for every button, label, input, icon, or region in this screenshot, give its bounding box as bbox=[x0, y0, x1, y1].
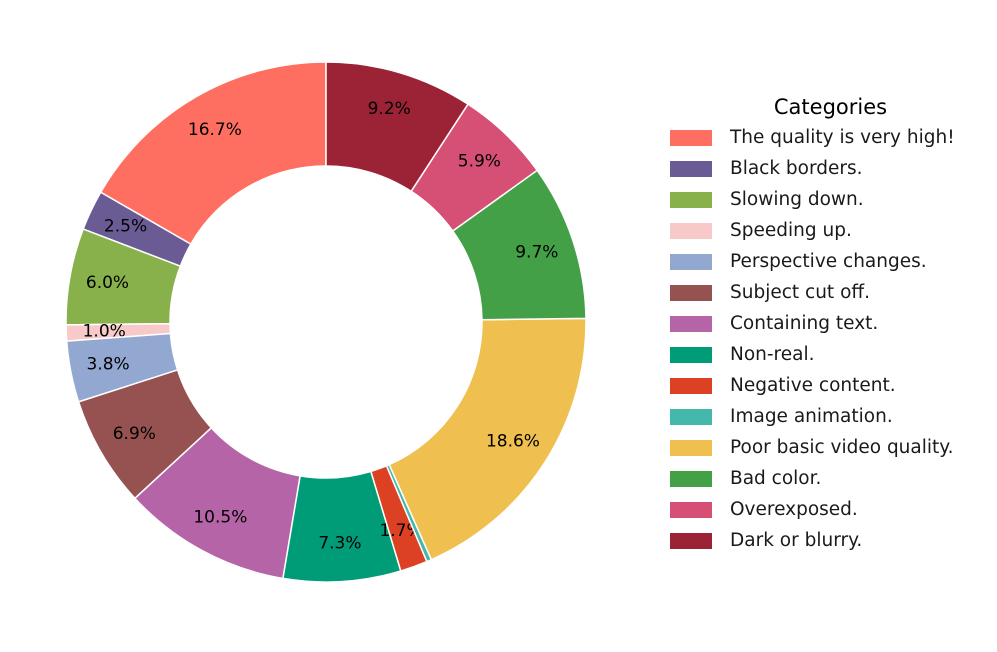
legend-item-6: Containing text. bbox=[668, 308, 993, 339]
legend-item-11: Bad color. bbox=[668, 463, 993, 494]
legend-list: The quality is very high! Black borders. S… bbox=[668, 122, 993, 556]
legend-item-1: Black borders. bbox=[668, 153, 993, 184]
legend-item-0: The quality is very high! bbox=[668, 122, 993, 153]
legend-item-9: Image animation. bbox=[668, 401, 993, 432]
legend-label-13: Dark or blurry. bbox=[730, 530, 863, 551]
legend-swatch-1 bbox=[670, 160, 712, 177]
legend-swatch-0 bbox=[670, 129, 712, 146]
legend-label-12: Overexposed. bbox=[730, 499, 858, 520]
slice-13 bbox=[325, 61, 469, 193]
legend-title: Categories bbox=[668, 92, 993, 122]
legend-swatch-12 bbox=[670, 501, 712, 518]
legend-swatch-11 bbox=[670, 470, 712, 487]
legend: Categories The quality is very high! Blac… bbox=[668, 92, 993, 556]
legend-swatch-7 bbox=[670, 346, 712, 363]
legend-label-8: Negative content. bbox=[730, 375, 896, 396]
legend-swatch-6 bbox=[670, 315, 712, 332]
legend-swatch-10 bbox=[670, 439, 712, 456]
legend-item-12: Overexposed. bbox=[668, 494, 993, 525]
legend-label-3: Speeding up. bbox=[730, 220, 852, 241]
legend-label-0: The quality is very high! bbox=[730, 127, 955, 148]
legend-item-3: Speeding up. bbox=[668, 215, 993, 246]
legend-item-4: Perspective changes. bbox=[668, 246, 993, 277]
slice-label-4: 3.8% bbox=[87, 355, 130, 375]
legend-item-7: Non-real. bbox=[668, 339, 993, 370]
legend-label-6: Containing text. bbox=[730, 313, 879, 334]
slice-label-10: 18.6% bbox=[486, 432, 540, 452]
legend-swatch-13 bbox=[670, 532, 712, 549]
slice-label-0: 16.7% bbox=[188, 120, 242, 140]
legend-label-1: Black borders. bbox=[730, 158, 863, 179]
legend-item-13: Dark or blurry. bbox=[668, 525, 993, 556]
legend-item-8: Negative content. bbox=[668, 370, 993, 401]
legend-swatch-2 bbox=[670, 191, 712, 208]
legend-item-5: Subject cut off. bbox=[668, 277, 993, 308]
slice-label-7: 7.3% bbox=[318, 534, 361, 554]
slice-label-12: 5.9% bbox=[458, 151, 501, 171]
legend-title-text: Categories bbox=[773, 95, 888, 119]
legend-label-2: Slowing down. bbox=[730, 189, 864, 210]
slice-label-13: 9.2% bbox=[368, 99, 411, 119]
legend-swatch-4 bbox=[670, 253, 712, 270]
legend-swatch-8 bbox=[670, 377, 712, 394]
legend-label-7: Non-real. bbox=[730, 344, 815, 365]
legend-swatch-5 bbox=[670, 284, 712, 301]
legend-swatch-9 bbox=[670, 408, 712, 425]
slice-label-6: 10.5% bbox=[193, 507, 247, 527]
legend-label-5: Subject cut off. bbox=[730, 282, 871, 303]
slice-10 bbox=[388, 317, 587, 561]
slice-label-3: 1.0% bbox=[83, 321, 126, 341]
legend-item-10: Poor basic video quality. bbox=[668, 432, 993, 463]
slice-label-5: 6.9% bbox=[113, 424, 156, 444]
legend-label-4: Perspective changes. bbox=[730, 251, 927, 272]
legend-label-10: Poor basic video quality. bbox=[730, 437, 954, 458]
legend-label-11: Bad color. bbox=[730, 468, 822, 489]
slice-0 bbox=[99, 61, 327, 246]
legend-label-9: Image animation. bbox=[730, 406, 893, 427]
legend-swatch-3 bbox=[670, 222, 712, 239]
slice-label-1: 2.5% bbox=[104, 217, 147, 237]
slice-label-2: 6.0% bbox=[86, 273, 129, 293]
legend-item-2: Slowing down. bbox=[668, 184, 993, 215]
slice-label-11: 9.7% bbox=[515, 242, 558, 262]
